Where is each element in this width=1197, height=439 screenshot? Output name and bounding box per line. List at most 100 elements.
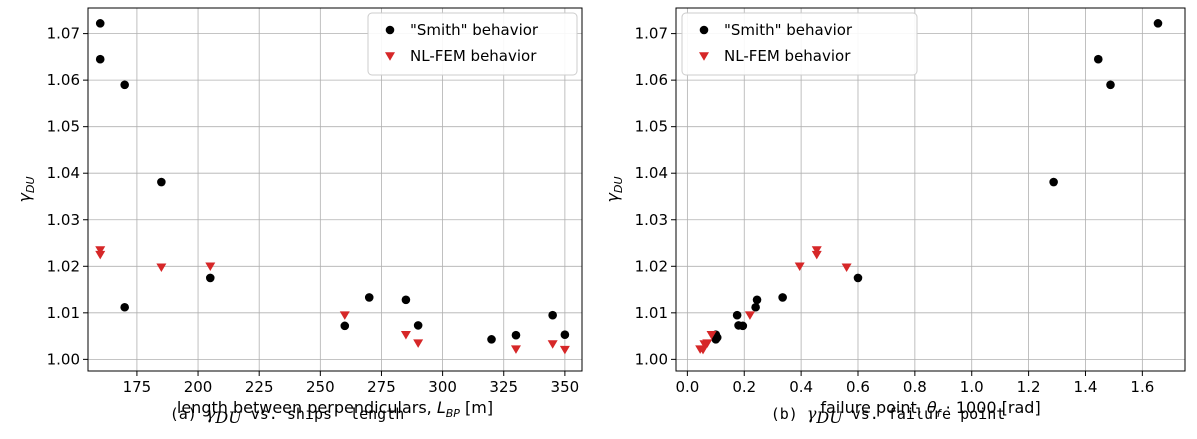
y-axis-label: γDU (603, 177, 625, 203)
data-point (95, 250, 106, 260)
y-tick-label: 1.04 (635, 164, 668, 182)
y-tick-label: 1.00 (47, 350, 80, 368)
caption-symbol: γ (206, 404, 216, 423)
x-tick-label: 175 (123, 378, 152, 396)
data-point (794, 262, 805, 272)
data-point (811, 250, 822, 260)
x-axis-label: failure point, θf · 1000 [rad] (820, 398, 1040, 420)
data-point (841, 263, 852, 272)
data-point (752, 295, 762, 305)
data-point (120, 80, 129, 90)
data-point (413, 321, 423, 330)
x-tick-label: 0.6 (846, 378, 870, 396)
x-tick-label: 250 (306, 378, 335, 396)
x-tick-label: 350 (551, 378, 580, 396)
data-point (738, 321, 748, 331)
legend-box (367, 12, 578, 76)
x-axis-label-subscript: f (937, 407, 943, 420)
x-tick-label: 275 (367, 378, 396, 396)
legend-label: NL-FEM behavior (724, 47, 851, 65)
legend-marker (385, 52, 395, 61)
chart-a: 175 200 225 250 275 300 325 350 1.00 1.01 1.02 1.03… (15, 7, 583, 427)
legend-label: "Smith" behavior (724, 21, 853, 39)
series-smith (711, 19, 1163, 344)
x-tick-label: 0.2 (732, 378, 756, 396)
x-axis-label-text: length between perpendiculars, (177, 398, 437, 417)
data-point (711, 335, 721, 344)
data-point (1153, 19, 1163, 28)
x-tick-label: 325 (489, 378, 518, 396)
data-point (401, 295, 411, 305)
y-tick-label: 1.05 (635, 118, 668, 136)
x-axis-label-text: failure point, (820, 398, 927, 417)
x-tick-label: 200 (184, 378, 213, 396)
y-tick-label: 1.05 (47, 118, 80, 136)
x-tick-label: 300 (428, 378, 457, 396)
series-nl-fem (695, 246, 852, 355)
x-tick-label: 1.0 (960, 378, 984, 396)
x-tick-label: 0.0 (675, 378, 699, 396)
caption: (a) γDU vs. ships' length (170, 404, 405, 427)
y-axis-label-symbol: γ (15, 192, 34, 203)
data-point (400, 330, 411, 340)
data-point (364, 293, 374, 302)
data-point (548, 310, 557, 320)
x-tick-label: 1.6 (1130, 378, 1154, 396)
y-tick-label: 1.06 (635, 71, 668, 89)
y-tick-label: 1.07 (635, 25, 668, 43)
data-point (120, 302, 129, 312)
x-tick-label: 0.8 (903, 378, 927, 396)
x-tick-label: 0.4 (789, 378, 813, 396)
x-axis-label-unit: · 1000 [rad] (941, 398, 1041, 417)
y-tick-label: 1.01 (635, 304, 668, 322)
y-axis-label-symbol: γ (603, 192, 622, 203)
y-axis-label: γDU (15, 177, 37, 203)
caption-symbol: γ (807, 404, 817, 423)
legend-box (681, 12, 918, 76)
y-axis-label-subscript: DU (612, 177, 625, 194)
data-point (811, 246, 822, 255)
data-point (487, 335, 496, 344)
legend: "Smith" behavior NL-FEM behavior (681, 12, 918, 76)
data-point (95, 246, 106, 255)
x-tick-label: 1.4 (1074, 378, 1098, 396)
caption-subscript: DU (815, 408, 843, 427)
data-point (1093, 54, 1103, 64)
x-tick-label: 1.2 (1017, 378, 1041, 396)
caption-prefix: (a) (170, 405, 206, 423)
data-point (547, 340, 558, 349)
x-tick-label: 225 (245, 378, 274, 396)
x-axis-label: length between perpendiculars, LBP [m] (177, 398, 493, 420)
y-axis-label-subscript: DU (24, 177, 37, 194)
data-point (559, 345, 570, 355)
data-point (744, 311, 755, 320)
data-point (95, 19, 105, 28)
caption-text: vs. ships' length (242, 405, 405, 423)
data-point (732, 310, 742, 320)
data-point (413, 339, 424, 348)
x-axis-label-symbol: θ (927, 398, 937, 417)
x-axis-label-subscript: BP (446, 407, 461, 420)
legend-label: "Smith" behavior (410, 21, 539, 39)
data-point (698, 345, 709, 355)
y-tick-label: 1.03 (47, 211, 80, 229)
legend: "Smith" behavior NL-FEM behavior (367, 12, 578, 76)
data-point (1106, 80, 1115, 90)
data-point (157, 177, 166, 187)
data-point (706, 330, 717, 340)
legend-label: NL-FEM behavior (410, 47, 537, 65)
y-tick-label: 1.07 (47, 25, 80, 43)
series-smith (95, 19, 570, 344)
data-point (95, 54, 105, 64)
y-tick-label: 1.01 (47, 304, 80, 322)
caption-subscript: DU (214, 408, 242, 427)
legend-marker (385, 25, 395, 35)
caption-text: vs. failure point (843, 405, 1006, 423)
legend-marker (699, 25, 709, 35)
data-point (560, 330, 570, 340)
data-point (340, 321, 350, 331)
caption: (b) γDU vs. failure point (771, 404, 1006, 427)
y-tick-label: 1.02 (635, 257, 668, 275)
data-point (511, 330, 521, 340)
y-tick-label: 1.03 (635, 211, 668, 229)
